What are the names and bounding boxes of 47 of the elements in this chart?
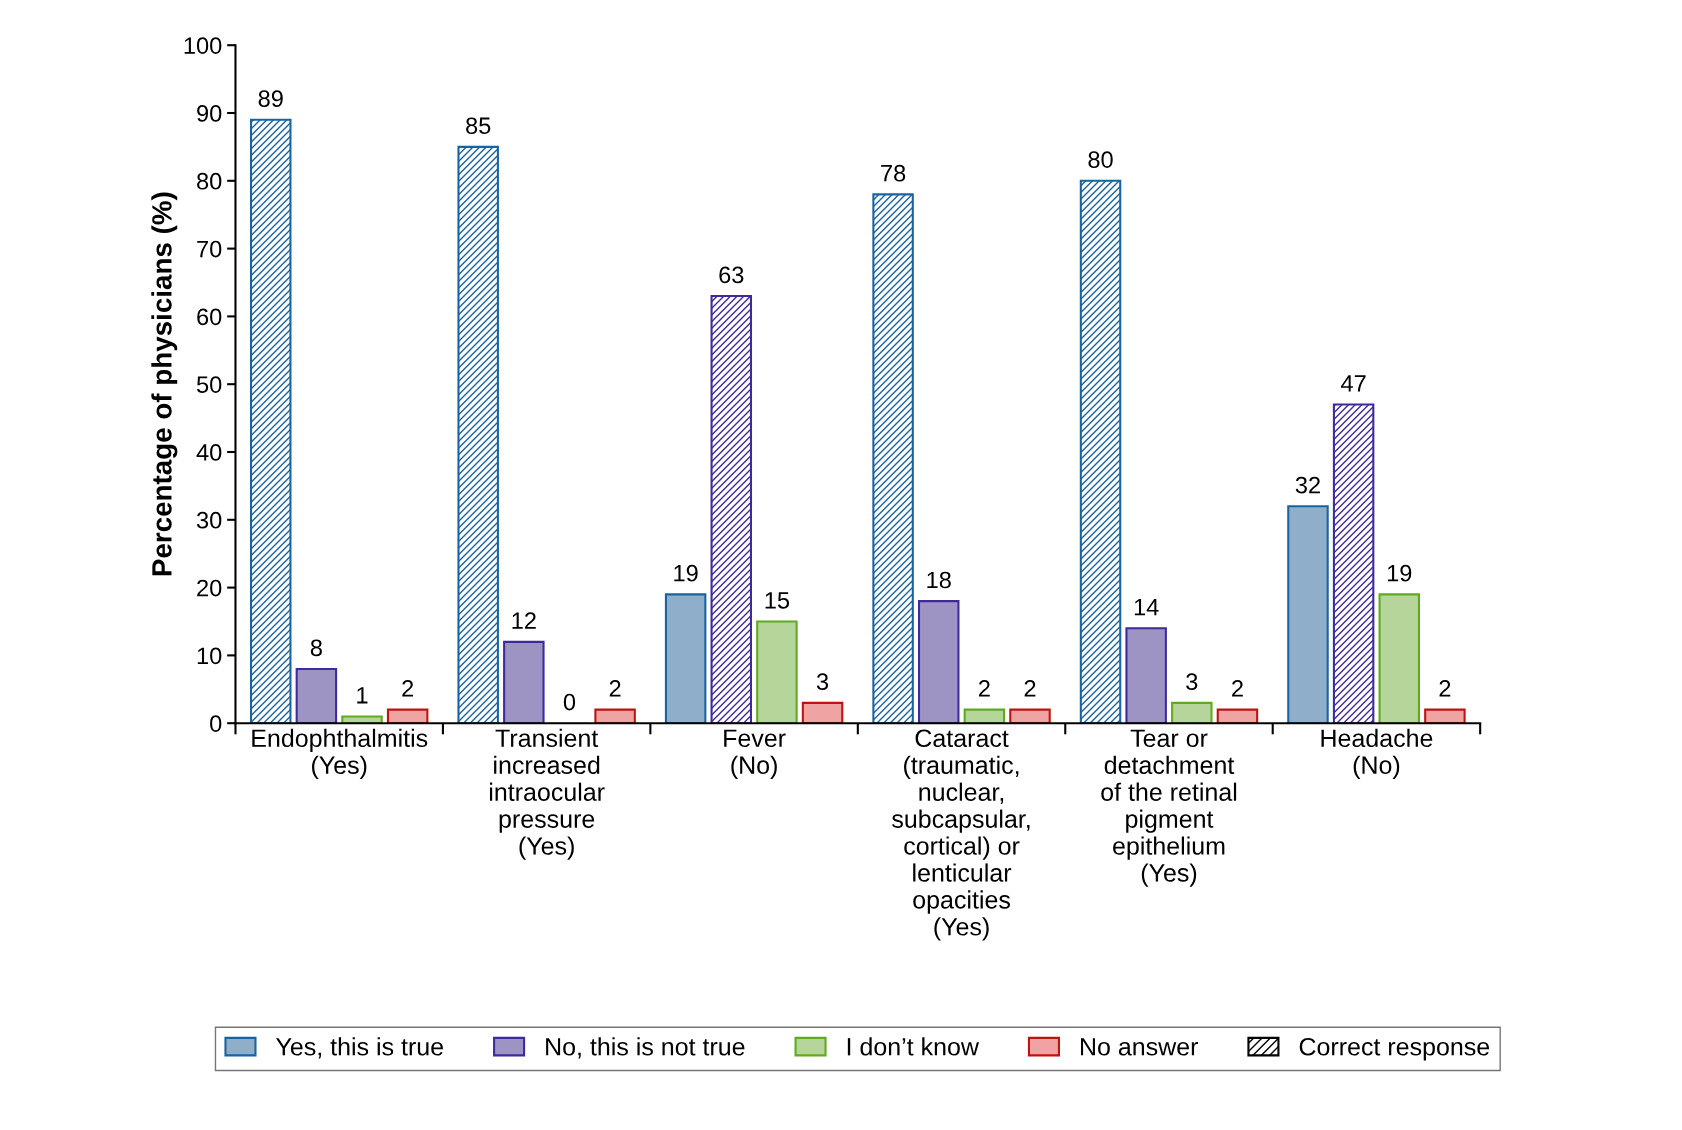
data-label: 14 — [1134, 599, 1159, 616]
data-label: 63 — [719, 266, 744, 284]
x-tick-label: Cataract (traumatic, nuclear, subcapsular, cortical) or lenticular opacities (Yes) — [892, 729, 1030, 941]
legend-label: No, this is not true — [546, 1037, 745, 1059]
data-label: 3 — [816, 673, 829, 691]
data-label: 12 — [512, 612, 536, 629]
data-label: 47 — [1341, 375, 1366, 392]
x-tick-label: Endophthalmitis (Yes) — [252, 728, 428, 779]
y-tick-label: 70 — [197, 240, 222, 258]
y-tick-label: 10 — [197, 647, 222, 665]
y-axis-title: Percentage of physicians (%) — [151, 192, 178, 576]
data-label: 19 — [674, 564, 698, 582]
data-label: 15 — [765, 592, 790, 609]
data-label: 1 — [357, 687, 368, 704]
y-tick-label: 90 — [197, 105, 222, 122]
x-tick-label: Fever (No) — [724, 729, 786, 779]
data-label: 2 — [609, 680, 621, 697]
legend-label: Yes, this is true — [276, 1037, 443, 1059]
data-label: 18 — [927, 571, 951, 589]
y-tick-label: 50 — [196, 376, 222, 393]
data-label: 85 — [466, 117, 491, 135]
y-tick-label: 80 — [197, 172, 222, 190]
data-label: 2 — [1024, 680, 1036, 697]
y-tick-label: 60 — [197, 308, 222, 326]
legend-label: I don’t know — [847, 1037, 980, 1056]
data-label: 2 — [1232, 680, 1243, 697]
legend-label: No answer — [1081, 1038, 1199, 1056]
data-label: 2 — [1439, 680, 1451, 697]
data-label: 89 — [258, 90, 283, 107]
y-tick-label: 30 — [196, 511, 222, 529]
x-tick-label: Transient increased intraocular pressure (Yes) — [489, 728, 605, 860]
data-label: 8 — [310, 639, 322, 657]
data-label: 3 — [1186, 673, 1198, 691]
data-label: 19 — [1387, 564, 1412, 582]
data-label: 0 — [563, 693, 576, 711]
data-label: 2 — [978, 680, 990, 697]
y-tick-label: 40 — [196, 444, 222, 461]
y-tick-label: 100 — [184, 37, 222, 54]
x-tick-label: Headache (No) — [1321, 728, 1433, 779]
data-label: 78 — [881, 164, 906, 182]
y-tick-label: 20 — [197, 579, 222, 597]
data-label: 80 — [1088, 151, 1113, 168]
text: Correct response — [1299, 1037, 1490, 1061]
data-label: 2 — [402, 680, 414, 697]
data-label: 32 — [1295, 476, 1320, 494]
y-tick-label: 0 — [210, 715, 222, 732]
x-tick-label: Tear or detachment of the retinal pigment epithelium (Yes) — [1101, 729, 1237, 887]
